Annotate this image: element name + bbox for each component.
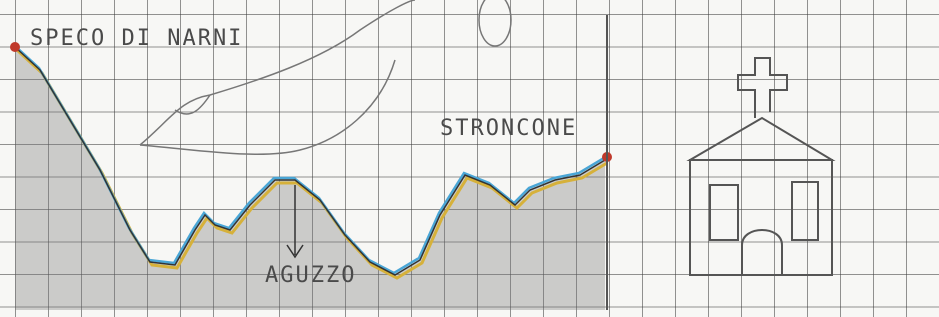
low-label: AGUZZO [265,263,356,288]
grid-paper: SPECO DI NARNI AGUZZO STRONCONE [0,0,939,317]
bird-sketch [140,0,415,154]
start-label: SPECO DI NARNI [30,26,243,51]
end-label: STRONCONE [440,116,577,141]
start-point [10,42,20,52]
egg-sketch [479,0,511,46]
church [690,58,832,275]
drawing: SPECO DI NARNI AGUZZO STRONCONE [0,0,939,317]
